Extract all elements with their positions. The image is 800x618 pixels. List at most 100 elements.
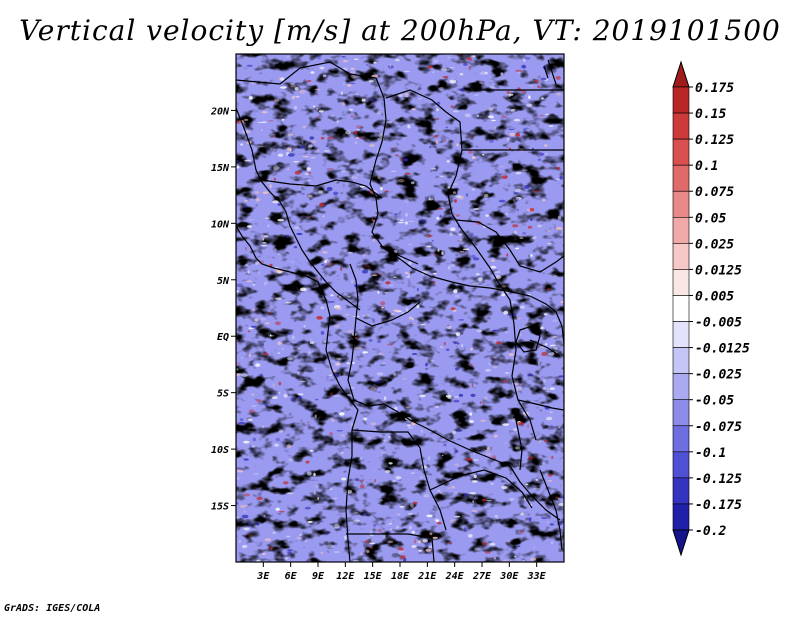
field-speckle — [449, 232, 453, 237]
field-speckle — [432, 272, 437, 275]
field-speckle — [517, 384, 520, 386]
field-speckle — [436, 216, 440, 220]
field-speckle — [307, 421, 310, 423]
field-speckle — [364, 540, 370, 543]
field-speckle — [453, 341, 458, 344]
field-speckle — [323, 340, 327, 343]
field-speckle — [244, 204, 248, 209]
field-speckle — [492, 329, 500, 332]
field-speckle — [285, 301, 292, 304]
field-speckle — [454, 515, 461, 518]
field-speckle — [559, 495, 564, 499]
field-speckle — [348, 251, 354, 254]
field-speckle — [306, 167, 311, 171]
field-speckle — [488, 115, 494, 119]
field-speckle — [305, 179, 312, 181]
footer-credit: GrADS: IGES/COLA — [4, 603, 101, 614]
field-speckle — [299, 145, 305, 149]
field-speckle — [236, 362, 241, 364]
field-speckle — [355, 346, 362, 350]
field-speckle — [304, 173, 310, 175]
lon-tick-label: 9E — [312, 571, 325, 582]
field-speckle — [329, 432, 333, 436]
field-speckle — [431, 239, 435, 242]
field-speckle — [438, 208, 443, 210]
field-speckle — [287, 168, 290, 171]
field-speckle — [308, 351, 311, 354]
field-speckle — [381, 306, 384, 309]
field-speckle — [338, 412, 345, 416]
field-speckle — [236, 166, 240, 169]
field-speckle — [383, 534, 386, 539]
field-speckle — [472, 500, 475, 503]
field-speckle — [341, 477, 347, 481]
field-speckle — [539, 152, 544, 156]
field-speckle — [408, 525, 413, 530]
field-speckle — [467, 150, 473, 154]
colorbar-level-label: -0.075 — [695, 420, 742, 435]
field-speckle — [389, 527, 393, 531]
field-speckle — [440, 67, 447, 72]
field-speckle — [287, 133, 293, 137]
field-speckle — [484, 396, 488, 400]
field-speckle — [395, 58, 400, 62]
field-speckle — [508, 353, 515, 357]
field-speckle — [520, 512, 525, 516]
field-speckle — [359, 268, 364, 270]
field-speckle — [493, 520, 497, 523]
field-speckle — [290, 261, 295, 263]
field-speckle — [456, 342, 460, 345]
field-speckle — [502, 423, 510, 426]
field-speckle — [433, 59, 439, 63]
field-speckle — [350, 67, 355, 70]
field-speckle — [446, 325, 452, 330]
border-zambia — [429, 469, 533, 509]
field-speckle — [534, 190, 540, 193]
field-speckle — [316, 316, 323, 320]
field-speckle — [399, 219, 404, 221]
field-speckle — [257, 431, 264, 433]
colorbar-bottom-arrow — [672, 529, 690, 557]
field-speckle — [355, 478, 360, 482]
field-speckle — [236, 470, 244, 473]
border-sudan — [462, 89, 564, 151]
field-speckle — [433, 280, 436, 285]
field-speckle — [325, 145, 329, 148]
field-speckle — [256, 399, 262, 403]
field-speckle — [243, 527, 250, 531]
field-speckle — [449, 519, 456, 523]
field-speckle — [284, 557, 289, 560]
field-speckle — [449, 67, 456, 69]
field-speckle — [484, 71, 488, 75]
field-speckle — [408, 261, 412, 265]
field-speckle — [420, 324, 426, 326]
field-speckle — [544, 391, 551, 393]
field-speckle — [277, 341, 282, 346]
field-speckle — [245, 246, 247, 251]
field-speckle — [239, 504, 247, 509]
field-speckle — [473, 208, 479, 210]
field-speckle — [393, 249, 398, 254]
field-speckle — [428, 198, 434, 201]
field-speckle — [271, 396, 278, 400]
field-speckle — [473, 474, 477, 479]
lon-tick-label: 24E — [445, 571, 465, 582]
field-speckle — [542, 379, 547, 383]
field-speckle — [326, 544, 334, 549]
field-speckle — [539, 346, 545, 348]
field-speckle — [465, 458, 473, 461]
field-speckle — [319, 110, 324, 113]
field-speckle — [360, 457, 363, 460]
field-speckle — [411, 530, 415, 534]
field-speckle — [555, 496, 559, 499]
field-speckle — [454, 199, 457, 203]
colorbar-swatch — [672, 503, 690, 531]
field-speckle — [404, 93, 409, 96]
field-speckle — [520, 90, 527, 93]
field-speckle — [372, 238, 375, 242]
field-speckle — [555, 178, 561, 181]
field-speckle — [394, 406, 398, 411]
field-speckle — [440, 345, 444, 349]
field-speckle — [555, 76, 561, 80]
field-speckle — [287, 332, 292, 335]
